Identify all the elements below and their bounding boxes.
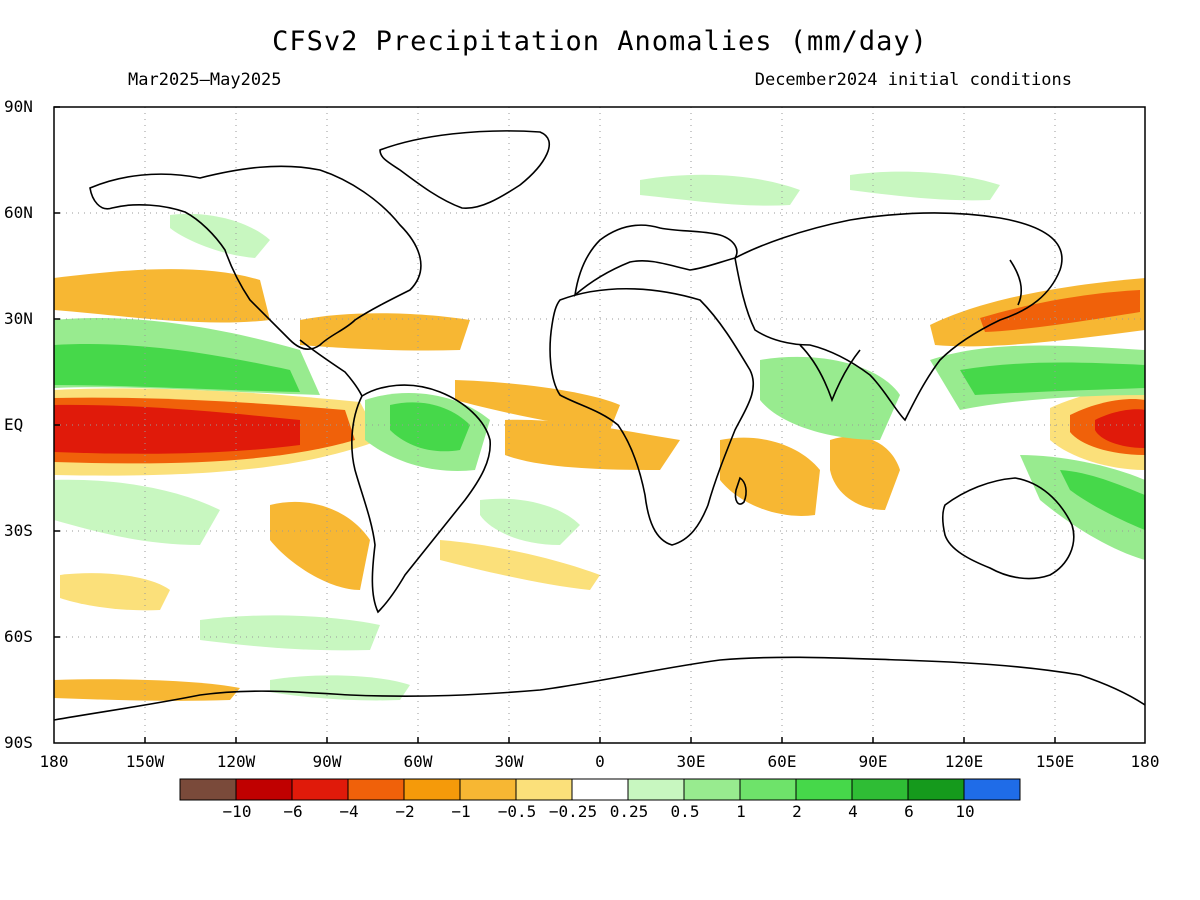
lat-label-60n: 60N <box>4 203 33 222</box>
lon-label-150e: 150E <box>1035 752 1075 771</box>
negative-anomaly-southern-ocean-atlantic <box>440 540 600 590</box>
colorbar-swatch <box>291 778 349 801</box>
negative-anomaly-ne-pacific <box>54 269 270 323</box>
initial-conditions-label: December2024 initial conditions <box>754 70 1072 90</box>
negative-anomaly-south-pacific <box>270 501 370 590</box>
negative-anomaly-west-indian <box>720 437 820 516</box>
coastline-africa <box>549 288 755 546</box>
colorbar-label: −2 <box>395 802 415 821</box>
positive-anomaly-eurasia <box>640 174 800 206</box>
positive-anomaly-siberia <box>850 171 1000 201</box>
positive-anomaly-indian-ocean <box>760 356 900 440</box>
colorbar-label: 0.25 <box>609 802 649 821</box>
coastline-europe <box>573 224 738 298</box>
colorbar-swatch <box>683 778 741 801</box>
negative-anomaly-gulf <box>300 313 470 351</box>
colorbar-swatch <box>739 778 797 801</box>
positive-anomaly-maritime-core <box>960 362 1145 395</box>
colorbar-swatch <box>571 778 629 801</box>
coastline-north-america <box>89 165 422 350</box>
colorbar-label: −0.25 <box>548 802 598 821</box>
colorbar-swatch <box>963 778 1021 801</box>
lon-label-150w: 150W <box>125 752 165 771</box>
lat-label-30s: 30S <box>4 521 33 540</box>
lon-label-30w: 30W <box>494 752 524 771</box>
coastline-india <box>799 344 861 403</box>
colorbar-label: −0.5 <box>497 802 537 821</box>
positive-anomaly-amazon-core <box>390 402 470 452</box>
colorbar-swatch <box>347 778 405 801</box>
colorbar-label: 1 <box>736 802 746 821</box>
colorbar <box>179 778 1021 801</box>
colorbar-swatch <box>627 778 685 801</box>
lon-label-60w: 60W <box>403 752 433 771</box>
lat-label-eq: EQ <box>4 415 24 434</box>
lon-label-90e: 90E <box>858 752 888 771</box>
colorbar-label: −6 <box>283 802 303 821</box>
colorbar-label: 6 <box>904 802 914 821</box>
lat-label-60s: 60S <box>4 627 33 646</box>
positive-anomaly-north-pacific-core <box>54 344 300 392</box>
positive-anomaly-spcz-core <box>1060 470 1145 530</box>
lon-label-120w: 120W <box>216 752 256 771</box>
negative-anomaly-central-indian <box>830 436 900 510</box>
positive-anomaly-antarctic-coast <box>270 675 410 701</box>
colorbar-label: 2 <box>792 802 802 821</box>
negative-anomaly-south-atlantic <box>505 419 680 470</box>
negative-anomaly-south-pacific-west <box>60 573 170 611</box>
lon-label-120e: 120E <box>944 752 984 771</box>
axis-ticks <box>54 106 1056 743</box>
positive-anomaly-southern-ocean <box>200 615 380 651</box>
positive-anomaly-north-america <box>170 213 270 258</box>
colorbar-swatch <box>235 778 293 801</box>
coastline-japan <box>1009 259 1022 306</box>
lat-label-90s: 90S <box>4 733 33 752</box>
colorbar-swatch <box>515 778 573 801</box>
negative-anomaly-antarctic-pacific <box>54 679 240 701</box>
colorbar-label: −10 <box>222 802 252 821</box>
positive-anomaly-south-atlantic <box>480 498 580 545</box>
lon-label-0: 0 <box>595 752 605 771</box>
colorbar-swatch <box>907 778 965 801</box>
negative-anomaly-west-pacific-inner <box>1095 409 1145 448</box>
coastline-greenland <box>379 130 551 209</box>
lon-label-180w: 180 <box>39 752 69 771</box>
colorbar-label: 10 <box>955 802 975 821</box>
coastline-south-america <box>351 384 491 614</box>
colorbar-label: −4 <box>339 802 359 821</box>
lon-label-60e: 60E <box>767 752 797 771</box>
period-label: Mar2025–May2025 <box>128 70 282 90</box>
negative-anomaly-tropical-atlantic <box>455 380 620 430</box>
lon-label-180e: 180 <box>1130 752 1160 771</box>
map-title: CFSv2 Precipitation Anomalies (mm/day) <box>272 26 928 57</box>
negative-anomaly-east-pacific-inner <box>54 404 300 454</box>
coastline-antarctica <box>54 656 1145 721</box>
lon-label-90w: 90W <box>312 752 342 771</box>
colorbar-label: 0.5 <box>670 802 700 821</box>
lat-label-30n: 30N <box>4 309 33 328</box>
colorbar-swatch <box>795 778 853 801</box>
coastline-central-america <box>299 339 363 397</box>
coastline-australia <box>941 477 1075 580</box>
lon-label-30e: 30E <box>676 752 706 771</box>
negative-anomaly-north-pacific-core <box>980 290 1140 332</box>
colorbar-label: 4 <box>848 802 858 821</box>
positive-anomaly-spcz <box>1020 455 1145 560</box>
colorbar-swatch <box>851 778 909 801</box>
coastline-asia <box>734 212 1063 422</box>
coastlines <box>54 130 1145 721</box>
anomaly-field <box>54 171 1145 701</box>
coastline-madagascar <box>734 476 747 505</box>
colorbar-label: −1 <box>451 802 471 821</box>
gridlines <box>54 107 1145 743</box>
colorbar-swatch <box>179 778 237 801</box>
positive-anomaly-south-pacific <box>54 479 220 545</box>
colorbar-swatch <box>403 778 461 801</box>
colorbar-swatch <box>459 778 517 801</box>
lat-label-90n: 90N <box>4 97 33 116</box>
